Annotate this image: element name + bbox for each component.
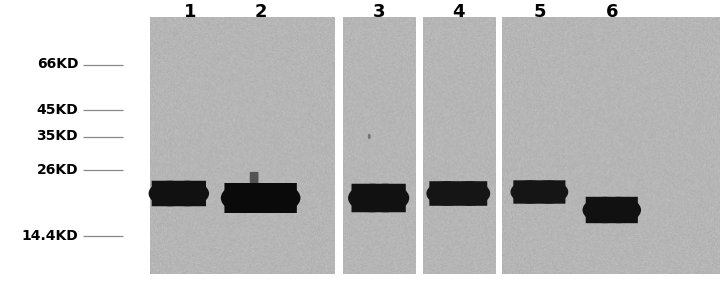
- FancyBboxPatch shape: [513, 180, 565, 204]
- Text: 1: 1: [183, 3, 196, 21]
- Ellipse shape: [148, 181, 192, 206]
- FancyBboxPatch shape: [352, 184, 405, 212]
- Ellipse shape: [221, 183, 272, 213]
- Text: 66KD: 66KD: [37, 58, 78, 71]
- FancyBboxPatch shape: [429, 181, 487, 206]
- Text: 26KD: 26KD: [37, 163, 78, 176]
- Ellipse shape: [166, 181, 209, 206]
- FancyBboxPatch shape: [586, 197, 638, 223]
- Ellipse shape: [348, 184, 396, 212]
- Ellipse shape: [361, 184, 409, 212]
- Text: 14.4KD: 14.4KD: [22, 229, 78, 242]
- Text: 45KD: 45KD: [36, 103, 78, 116]
- Text: 5: 5: [533, 3, 546, 21]
- Text: 6: 6: [605, 3, 618, 21]
- Ellipse shape: [449, 181, 490, 206]
- Text: 2: 2: [254, 3, 267, 21]
- Ellipse shape: [250, 183, 300, 213]
- Text: 3: 3: [372, 3, 385, 21]
- Ellipse shape: [529, 180, 568, 204]
- Ellipse shape: [510, 180, 550, 204]
- Ellipse shape: [426, 181, 468, 206]
- Ellipse shape: [597, 197, 641, 223]
- Text: 35KD: 35KD: [37, 130, 78, 143]
- FancyBboxPatch shape: [152, 181, 206, 206]
- FancyBboxPatch shape: [250, 172, 258, 197]
- Text: 4: 4: [452, 3, 465, 21]
- Ellipse shape: [583, 197, 627, 223]
- FancyBboxPatch shape: [224, 183, 297, 213]
- Ellipse shape: [368, 134, 371, 139]
